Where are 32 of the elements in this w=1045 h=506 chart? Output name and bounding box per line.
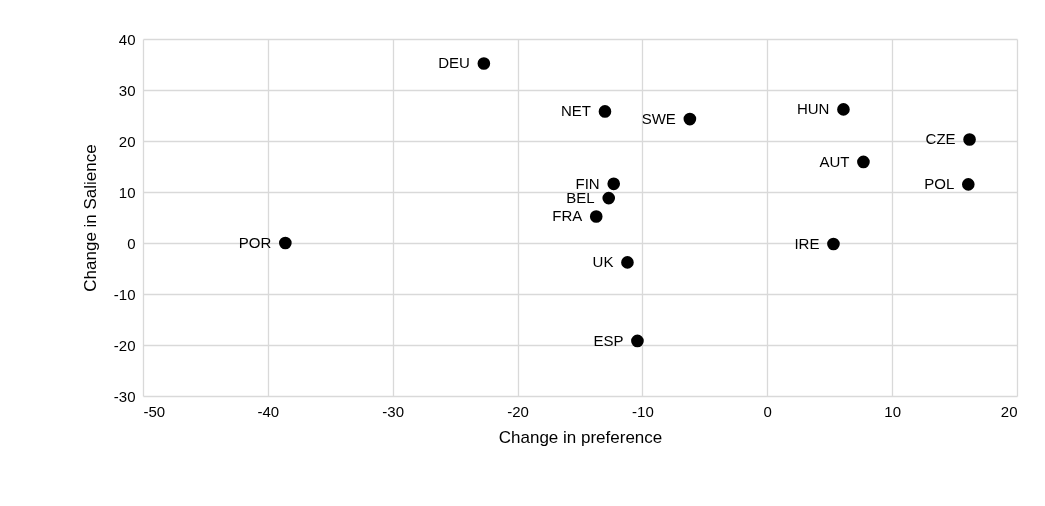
y-tick-label: 10 [118,183,136,201]
y-tick-label: 40 [118,30,136,48]
series-label: AUT [819,152,850,170]
series-label: POR [238,234,272,251]
series-label: DEU [438,54,470,72]
x-tick-label: -10 [632,402,654,420]
x-axis-title: Change in preference [498,427,663,447]
x-tick-label: -40 [257,402,280,420]
series-label: NET [560,102,591,120]
y-tick-label: 30 [118,81,136,99]
y-tick-label: -30 [113,387,136,405]
series-label: IRE [794,235,820,253]
x-tick-label: 10 [884,402,901,420]
series-label: FIN [575,174,600,192]
series-label: ESP [593,331,624,349]
y-tick-label: 20 [118,132,136,150]
series-label: POL [924,175,955,193]
y-tick-label: 0 [127,234,136,252]
series-label: CZE [925,130,956,148]
x-tick-label: 0 [763,402,772,420]
series-label: BEL [566,189,595,207]
x-tick-label: -20 [507,402,529,420]
y-tick-label: -20 [113,336,136,354]
x-tick-label: 20 [1000,402,1018,420]
series-label: FRA [552,207,583,225]
x-tick-label: -50 [143,402,166,420]
x-tick-label: -30 [382,402,405,420]
series-label: SWE [641,110,676,128]
series-label: UK [592,253,614,271]
y-tick-label: -10 [113,285,136,303]
series-label: HUN [796,100,830,118]
y-axis-title: Change in Salience [80,144,100,292]
